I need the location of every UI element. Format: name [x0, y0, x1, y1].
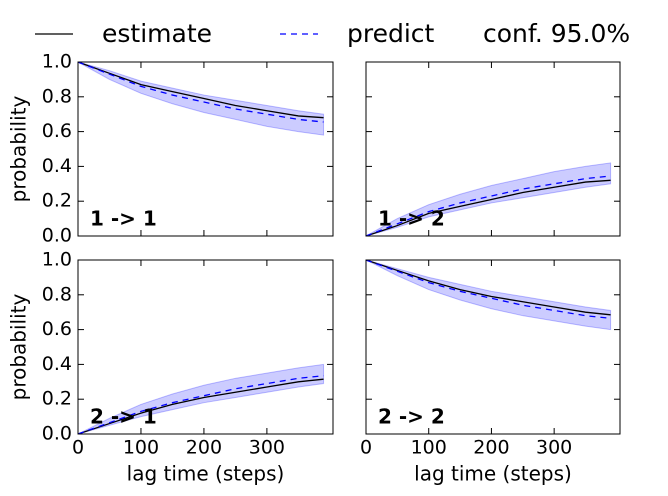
y-tick-label: 0.2	[42, 190, 72, 212]
plot-area	[366, 162, 612, 236]
x-tick-label: 0	[360, 437, 372, 459]
plot-area	[78, 62, 325, 136]
y-tick-label: 0.2	[42, 388, 72, 410]
y-tick-label: 0.8	[42, 85, 72, 107]
confidence-band	[78, 363, 325, 434]
confidence-band	[366, 260, 612, 331]
x-tick-label: 200	[473, 437, 509, 459]
axes-frame	[365, 61, 621, 237]
legend-label: conf. 95.0%	[483, 19, 630, 48]
predict-line	[366, 260, 611, 319]
y-tick-label: 0.4	[42, 353, 72, 375]
axes-frame	[77, 259, 334, 435]
axes-frame	[77, 61, 334, 237]
y-tick-label: 0.0	[42, 225, 72, 247]
x-axis-label: lag time (steps)	[127, 462, 285, 486]
x-tick-label: 300	[249, 437, 285, 459]
y-tick-label: 1.0	[42, 249, 72, 271]
axes-frame	[365, 259, 621, 435]
confidence-band	[366, 162, 612, 236]
predict-line	[78, 375, 324, 434]
estimate-line	[366, 179, 611, 236]
legend-label: predict	[347, 19, 435, 48]
x-tick-label: 200	[186, 437, 222, 459]
y-tick-label: 0.8	[42, 283, 72, 305]
estimate-line	[78, 378, 324, 434]
y-tick-label: 0.6	[42, 120, 72, 142]
legend-label: estimate	[102, 19, 212, 48]
estimate-line	[78, 62, 324, 119]
panel-label: 1 -> 2	[378, 207, 445, 231]
x-tick-label: 100	[411, 437, 447, 459]
y-tick-label: 1.0	[42, 51, 72, 73]
y-tick-label: 0.0	[42, 423, 72, 445]
x-tick-label: 0	[72, 437, 84, 459]
confidence-band	[78, 62, 325, 136]
x-tick-label: 300	[536, 437, 572, 459]
predict-line	[366, 175, 611, 236]
y-tick-label: 0.4	[42, 155, 72, 177]
panel-label: 2 -> 2	[378, 405, 445, 429]
y-axis-label: probability	[7, 293, 31, 400]
panel-label: 1 -> 1	[90, 207, 157, 231]
x-axis-label: lag time (steps)	[414, 462, 572, 486]
y-tick-label: 0.6	[42, 318, 72, 340]
plot-area	[366, 260, 612, 331]
panel-label: 2 -> 1	[90, 405, 157, 429]
predict-line	[78, 62, 324, 123]
estimate-line	[366, 260, 611, 316]
plot-area	[78, 363, 325, 434]
x-tick-label: 100	[123, 437, 159, 459]
y-axis-label: probability	[7, 95, 31, 202]
